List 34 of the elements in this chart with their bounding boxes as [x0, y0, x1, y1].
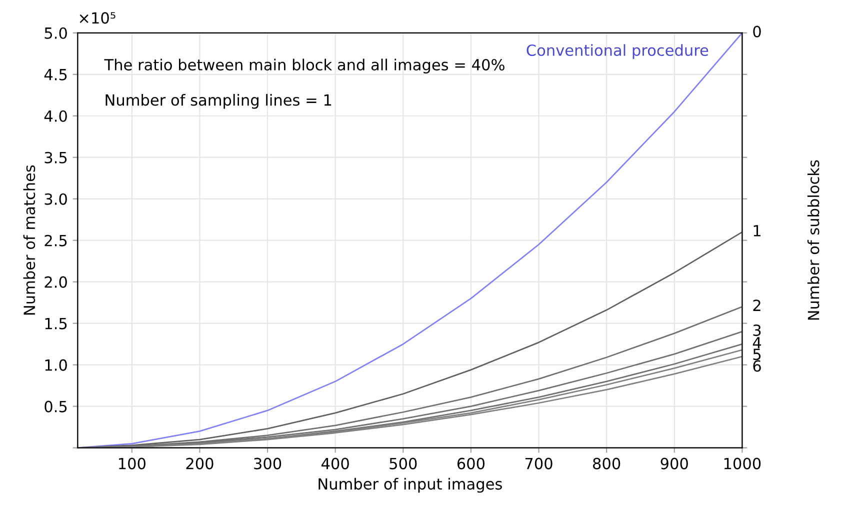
x-tick-label: 500	[390, 458, 417, 470]
series-label: 6	[753, 360, 761, 372]
annotation: The ratio between main block and all images = 40%	[104, 58, 504, 74]
x-tick-label: 1000	[724, 458, 761, 470]
y-tick-label: 3.5	[44, 152, 67, 164]
x-tick-label: 600	[457, 458, 485, 470]
y2-axis-title: Number of subblocks	[807, 160, 820, 320]
y-tick-label: 2.5	[44, 234, 67, 246]
x-axis-title: Number of input images	[318, 478, 502, 493]
series-label: 5	[753, 348, 761, 360]
x-tick-label: 100	[119, 458, 146, 470]
y-tick-label: 1.0	[45, 359, 67, 371]
y-tick-label: 3.0	[44, 193, 67, 205]
x-tick-label: 200	[186, 458, 214, 470]
x-tick-label: 700	[525, 458, 552, 470]
x-tick-label: 300	[254, 458, 282, 470]
series-label: 0	[753, 26, 761, 38]
y-tick-label: 5.0	[44, 27, 67, 39]
series-label: 1	[754, 225, 760, 236]
x-tick-label: 800	[593, 458, 620, 470]
annotation: Number of sampling lines = 1	[106, 94, 332, 109]
y-axis-title: Number of matches	[23, 165, 36, 315]
y-tick-label: 4.0	[44, 110, 67, 122]
x-tick-label: 400	[322, 458, 349, 470]
x-tick-label: 900	[660, 458, 688, 470]
y-tick-label: 1.5	[45, 318, 67, 330]
annotation: Conventional procedure	[526, 44, 708, 59]
y-tick-label: 2.0	[44, 276, 67, 288]
series-label: 3	[753, 324, 761, 336]
series-label: 4	[752, 337, 762, 348]
y-tick-label: 0.5	[44, 400, 67, 412]
text: ×10⁵	[80, 12, 116, 24]
y-tick-label: 4.5	[44, 69, 67, 80]
series-label: 2	[753, 300, 760, 311]
